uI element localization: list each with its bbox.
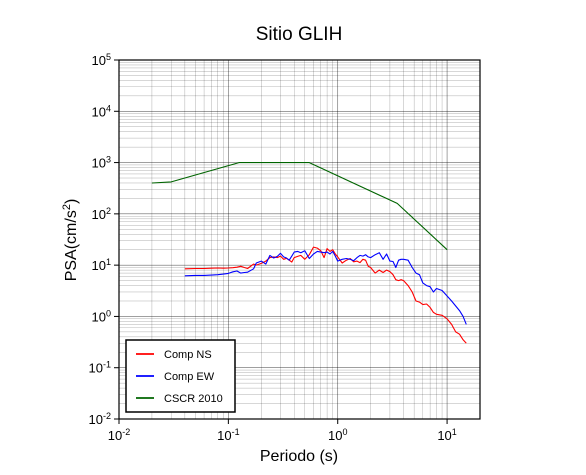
series-line-comp-ns xyxy=(184,246,467,344)
x-tick-label: 101 xyxy=(437,427,456,443)
y-tick-label: 10-2 xyxy=(89,411,111,427)
y-tick-label: 10-1 xyxy=(89,360,111,376)
x-tick-label: 10-2 xyxy=(108,427,130,443)
y-tick-label: 102 xyxy=(92,206,111,222)
legend: Comp NS Comp EW CSCR 2010 xyxy=(125,339,236,413)
y-axis-title: PSA(cm/s2) xyxy=(61,199,80,282)
y-axis-ticks: 10-2 10-1 100 101 102 103 104 105 xyxy=(89,52,119,427)
plot-frame xyxy=(118,59,481,420)
x-tick-label: 100 xyxy=(328,427,347,443)
y-axis-title-close: ) xyxy=(63,199,80,204)
series-line-cscr-2010 xyxy=(151,162,448,251)
chart-title: Sitio GLIH xyxy=(256,24,343,45)
y-tick-label: 101 xyxy=(92,257,111,273)
series-line-comp-ew xyxy=(184,250,467,325)
y-axis-title-exp: 2 xyxy=(61,204,73,210)
x-axis-ticks: 10-2 10-1 100 101 xyxy=(108,419,457,443)
x-axis-title: Periodo (s) xyxy=(260,448,338,465)
y-tick-label: 104 xyxy=(92,103,111,119)
y-tick-label: 103 xyxy=(92,155,111,171)
y-tick-label: 100 xyxy=(92,308,111,324)
y-tick-label: 105 xyxy=(92,52,111,68)
legend-label-comp-ew: Comp EW xyxy=(164,371,215,383)
legend-label-comp-ns: Comp NS xyxy=(164,349,212,361)
series-layer xyxy=(151,162,467,344)
legend-label-cscr-2010: CSCR 2010 xyxy=(164,393,223,405)
x-tick-label: 10-1 xyxy=(217,427,239,443)
y-axis-title-base: PSA(cm/s xyxy=(63,210,80,281)
